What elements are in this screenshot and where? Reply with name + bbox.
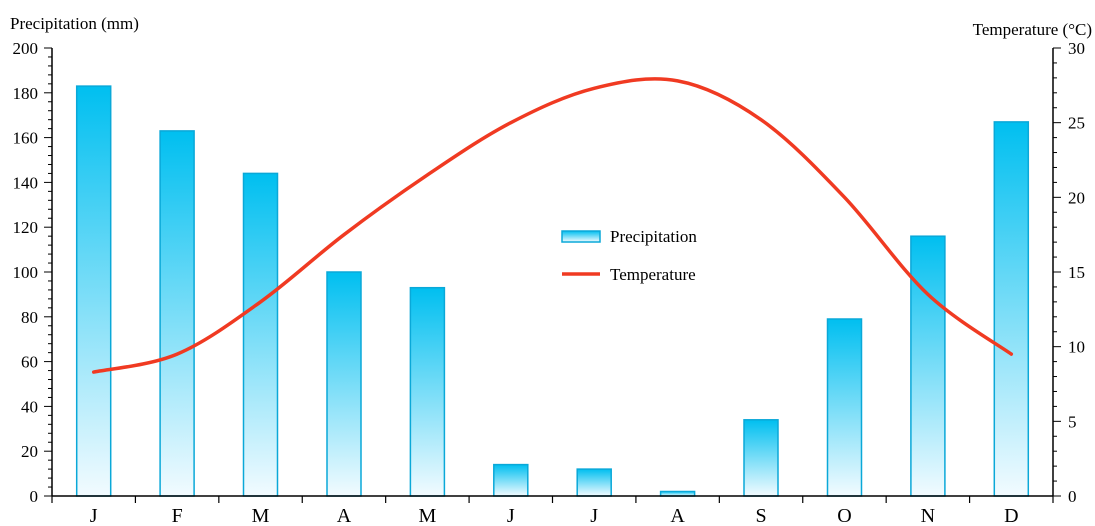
- precipitation-bar: [826, 318, 863, 497]
- precipitation-bar: [75, 85, 112, 497]
- precipitation-bar: [326, 271, 362, 497]
- y-left-tick-label: 100: [13, 263, 39, 282]
- x-tick-label: D: [1004, 505, 1018, 526]
- y-right-tick-label: 15: [1068, 263, 1085, 282]
- x-tick-label: J: [590, 505, 598, 526]
- y-left-tick-label: 60: [21, 353, 38, 372]
- y-axis-left-title: Precipitation (mm): [10, 14, 139, 33]
- temperature-series: [91, 77, 1014, 374]
- x-tick-label: A: [337, 505, 352, 526]
- x-tick-label: S: [755, 505, 766, 526]
- y-right-tick-label: 20: [1068, 188, 1085, 207]
- legend-temperature-label: Temperature: [610, 265, 696, 284]
- temperature-line: [91, 77, 1014, 374]
- y-left-tick-label: 140: [13, 173, 39, 192]
- y-left-tick-label: 40: [21, 397, 38, 416]
- precipitation-bar: [159, 130, 195, 497]
- legend-precipitation-label: Precipitation: [610, 227, 697, 246]
- y-left-tick-label: 180: [13, 84, 39, 103]
- precipitation-bar: [576, 468, 612, 497]
- y-axis-right-title: Temperature (°C): [973, 20, 1092, 39]
- axes: 0 20 40 60 80 100 120 140 160 180 200 0 5 10 15 20 25 30 J…: [13, 39, 1086, 526]
- y-right-tick-label: 10: [1068, 338, 1085, 357]
- y-right-tick-label: 30: [1068, 39, 1085, 58]
- x-tick-label: J: [507, 505, 515, 526]
- precipitation-bar: [743, 419, 779, 497]
- y-left-tick-label: 20: [21, 442, 38, 461]
- x-tick-label: O: [837, 505, 851, 526]
- precipitation-bar: [242, 172, 279, 497]
- x-tick-label: F: [172, 505, 183, 526]
- y-left-tick-label: 160: [13, 129, 39, 148]
- y-left-tick-label: 200: [13, 39, 39, 58]
- y-right-tick-label: 25: [1068, 114, 1085, 133]
- x-tick-label: J: [90, 505, 98, 526]
- x-tick-label: M: [418, 505, 436, 526]
- y-left-tick-label: 80: [21, 308, 38, 327]
- x-tick-label: N: [921, 505, 935, 526]
- y-right-tick-label: 0: [1068, 487, 1077, 506]
- legend: Precipitation Temperature: [561, 227, 697, 284]
- precipitation-bar: [910, 235, 946, 497]
- precipitation-bar: [993, 121, 1030, 497]
- precipitation-bars: [75, 85, 1030, 497]
- precipitation-bar: [493, 463, 529, 497]
- y-right-tick-label: 5: [1068, 412, 1077, 431]
- precipitation-bar: [409, 286, 446, 497]
- x-tick-label: M: [252, 505, 270, 526]
- y-left-tick-label: 0: [30, 487, 39, 506]
- x-tick-label: A: [670, 505, 685, 526]
- legend-precipitation-swatch: [561, 230, 601, 243]
- y-left-tick-label: 120: [13, 218, 39, 237]
